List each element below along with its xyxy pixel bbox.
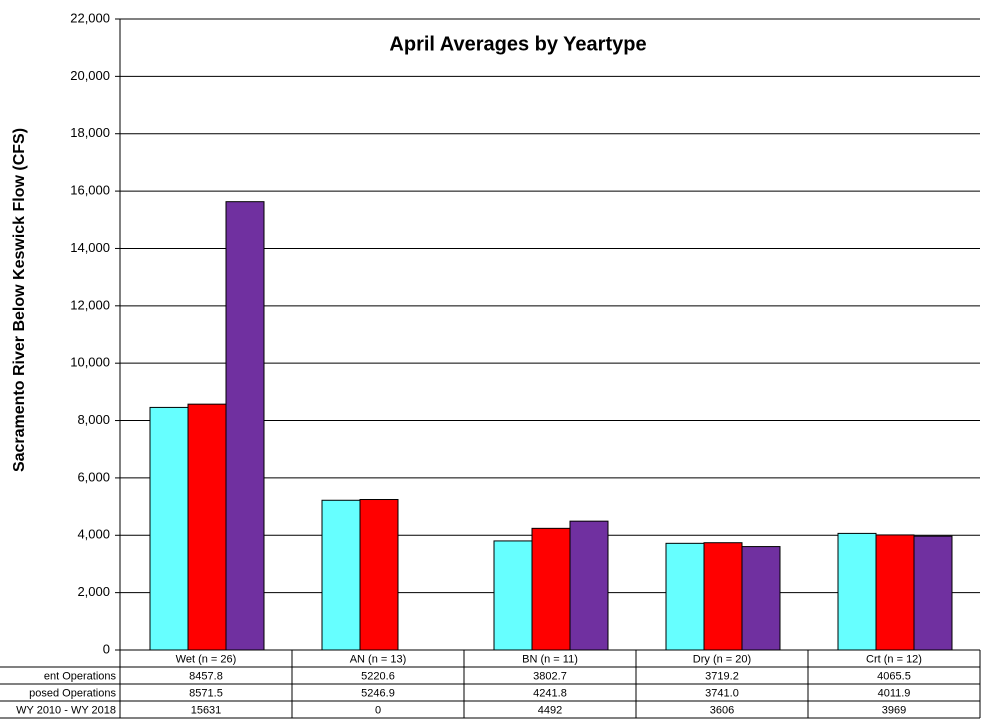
y-tick-label: 12,000	[70, 297, 110, 312]
y-tick-label: 4,000	[77, 527, 110, 542]
table-value: 3719.2	[705, 670, 739, 682]
table-value: 5220.6	[361, 670, 395, 682]
legend-label: WY 2010 - WY 2018	[16, 704, 116, 716]
table-value: 4492	[538, 704, 562, 716]
table-value: 3969	[882, 704, 906, 716]
bar	[225, 201, 265, 651]
bar	[187, 403, 227, 651]
table-value: 3741.0	[705, 687, 739, 699]
y-tick-label: 18,000	[70, 125, 110, 140]
table-value: 3802.7	[533, 670, 567, 682]
y-tick-label: 2,000	[77, 584, 110, 599]
y-tick-label: 20,000	[70, 68, 110, 83]
bar	[875, 534, 915, 651]
table-value: 8457.8	[189, 670, 223, 682]
x-tick-label: Wet (n = 26)	[176, 653, 237, 665]
y-tick-label: 0	[103, 641, 110, 656]
x-tick-label: AN (n = 13)	[350, 653, 407, 665]
y-tick-label: 6,000	[77, 469, 110, 484]
y-tick-label: 8,000	[77, 412, 110, 427]
table-value: 4065.5	[877, 670, 911, 682]
y-axis-label: Sacramento River Below Keswick Flow (CFS…	[11, 128, 28, 472]
bar	[149, 406, 189, 651]
bar	[569, 520, 609, 651]
y-tick-label: 14,000	[70, 240, 110, 255]
y-tick-label: 16,000	[70, 183, 110, 198]
bar	[913, 535, 953, 651]
legend-label: ent Operations	[44, 670, 117, 682]
bar	[493, 540, 533, 651]
table-value: 3606	[710, 704, 734, 716]
bar	[665, 542, 705, 651]
table-value: 15631	[191, 704, 222, 716]
table-value: 0	[375, 704, 381, 716]
table-value: 8571.5	[189, 687, 223, 699]
bar	[359, 499, 399, 651]
bar	[531, 527, 571, 651]
bar	[837, 532, 877, 651]
table-value: 4241.8	[533, 687, 567, 699]
y-tick-label: 22,000	[70, 10, 110, 25]
table-value: 5246.9	[361, 687, 395, 699]
x-tick-label: BN (n = 11)	[522, 653, 578, 665]
x-tick-label: Dry (n = 20)	[693, 653, 751, 665]
table-value: 4011.9	[878, 687, 911, 699]
y-tick-label: 10,000	[70, 355, 110, 370]
bar	[703, 542, 743, 651]
bar	[321, 499, 361, 651]
chart-title: April Averages by Yeartype	[389, 33, 646, 55]
x-tick-label: Crt (n = 12)	[866, 653, 922, 665]
bar	[741, 546, 781, 651]
legend-label: posed Operations	[29, 687, 116, 699]
